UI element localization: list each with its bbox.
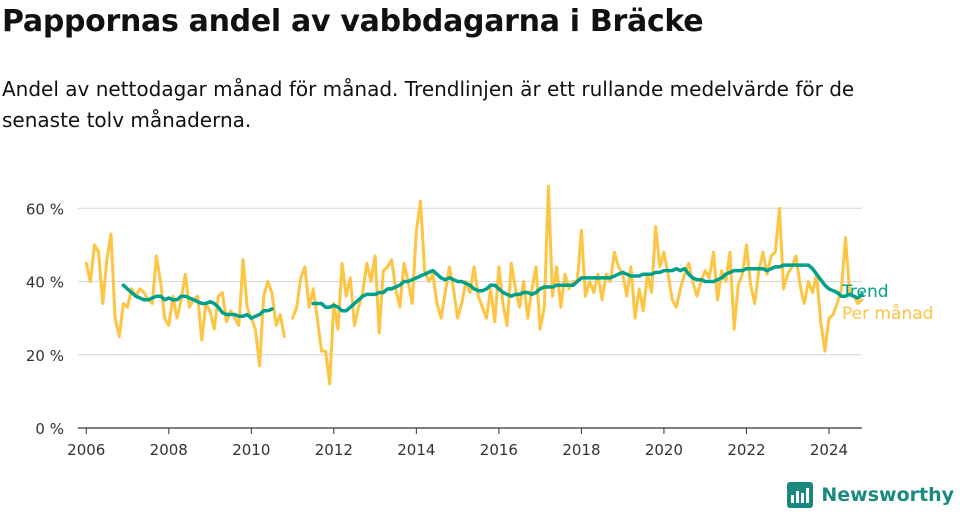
x-tick-label: 2018	[562, 441, 600, 459]
y-tick-label: 0 %	[35, 420, 64, 438]
y-axis-labels: 0 % 20 % 40 % 60 %	[26, 200, 64, 438]
chart-title: Pappornas andel av vabbdagarna i Bräcke	[2, 4, 704, 39]
x-axis-ticks	[85, 428, 830, 434]
gridlines	[78, 207, 862, 356]
trend-series-line	[121, 283, 274, 320]
x-tick-label: 2012	[315, 441, 353, 459]
x-tick-label: 2022	[727, 441, 765, 459]
per-manad-series-line	[84, 232, 286, 368]
x-tick-label: 2010	[232, 441, 270, 459]
chart-subtitle: Andel av nettodagar månad för månad. Tre…	[2, 77, 855, 132]
x-tick-label: 2006	[67, 441, 105, 459]
x-tick-label: 2016	[480, 441, 518, 459]
x-tick-label: 2024	[810, 441, 848, 459]
y-tick-label: 60 %	[26, 200, 64, 218]
trend-series-line	[311, 263, 864, 313]
newsworthy-brand-name: Newsworthy	[821, 484, 954, 506]
x-tick-label: 2014	[397, 441, 435, 459]
x-tick-label: 2008	[150, 441, 188, 459]
x-tick-label: 2020	[645, 441, 683, 459]
y-tick-label: 20 %	[26, 347, 64, 365]
newsworthy-logo-icon	[787, 482, 814, 508]
y-tick-label: 40 %	[26, 274, 64, 292]
series-lines	[84, 184, 864, 386]
legend-label-per-manad: Per månad	[842, 303, 933, 324]
newsworthy-brand: Newsworthy	[787, 482, 954, 508]
x-axis-labels: 2006 2008 2010 2012 2014 2016 2018 2020 2022 2024	[67, 441, 848, 459]
legend-label-trend: Trend	[841, 282, 889, 302]
